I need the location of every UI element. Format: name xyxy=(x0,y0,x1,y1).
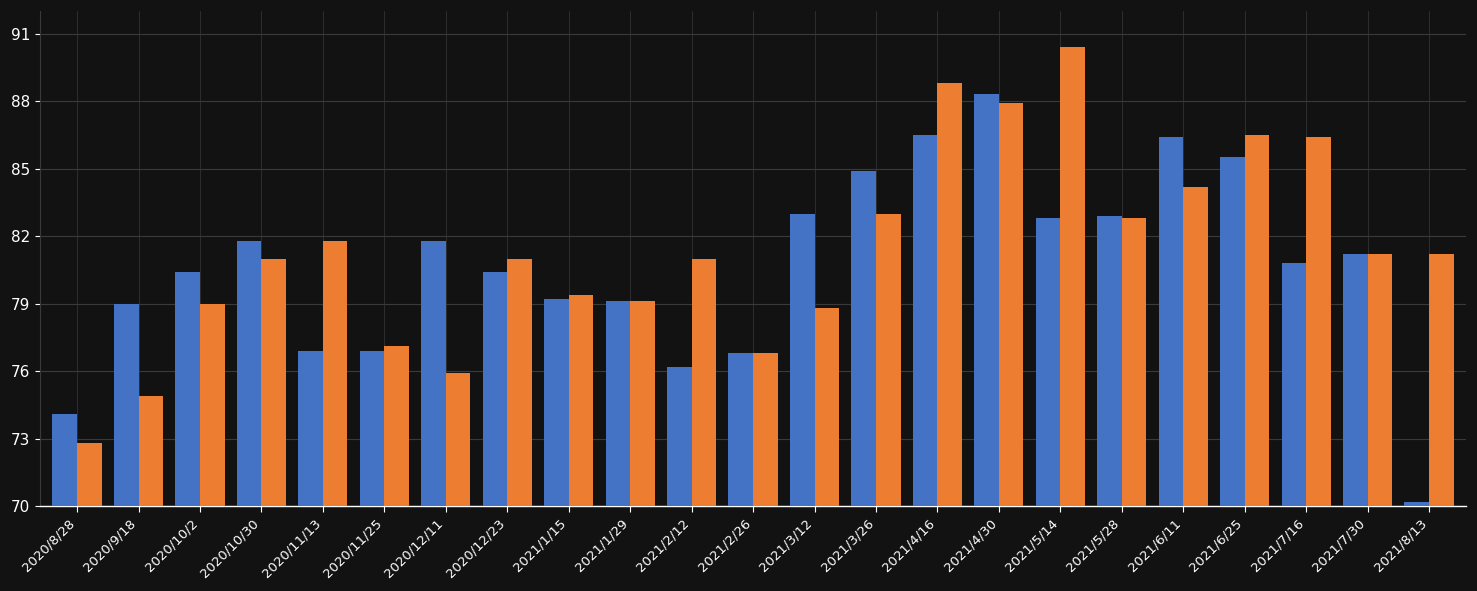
Bar xyxy=(606,301,631,506)
Bar xyxy=(53,414,77,506)
Bar xyxy=(569,294,594,506)
Bar xyxy=(814,308,839,506)
Bar xyxy=(913,135,938,506)
Bar xyxy=(199,304,225,506)
Bar xyxy=(851,171,876,506)
Bar xyxy=(236,241,261,506)
Bar xyxy=(1282,263,1306,506)
Bar xyxy=(1430,254,1453,506)
Bar xyxy=(1183,187,1208,506)
Bar xyxy=(1343,254,1368,506)
Bar xyxy=(938,83,962,506)
Bar xyxy=(1158,137,1183,506)
Bar xyxy=(261,258,287,506)
Bar xyxy=(360,351,384,506)
Bar xyxy=(544,299,569,506)
Bar xyxy=(1405,502,1430,506)
Bar xyxy=(691,258,716,506)
Bar xyxy=(1035,218,1060,506)
Bar xyxy=(998,103,1024,506)
Bar xyxy=(1220,157,1245,506)
Bar xyxy=(728,353,753,506)
Bar xyxy=(1097,216,1121,506)
Bar xyxy=(753,353,777,506)
Bar xyxy=(1306,137,1331,506)
Bar xyxy=(483,272,507,506)
Bar xyxy=(114,304,139,506)
Bar xyxy=(1368,254,1393,506)
Bar xyxy=(1060,47,1086,506)
Bar xyxy=(1121,218,1146,506)
Bar xyxy=(384,346,409,506)
Bar xyxy=(323,241,347,506)
Bar xyxy=(1245,135,1269,506)
Bar xyxy=(876,213,901,506)
Bar xyxy=(139,396,162,506)
Bar xyxy=(298,351,323,506)
Bar xyxy=(421,241,446,506)
Bar xyxy=(446,374,470,506)
Bar xyxy=(975,95,998,506)
Bar xyxy=(176,272,199,506)
Bar xyxy=(668,366,691,506)
Bar xyxy=(507,258,532,506)
Bar xyxy=(790,213,814,506)
Bar xyxy=(77,443,102,506)
Bar xyxy=(631,301,654,506)
